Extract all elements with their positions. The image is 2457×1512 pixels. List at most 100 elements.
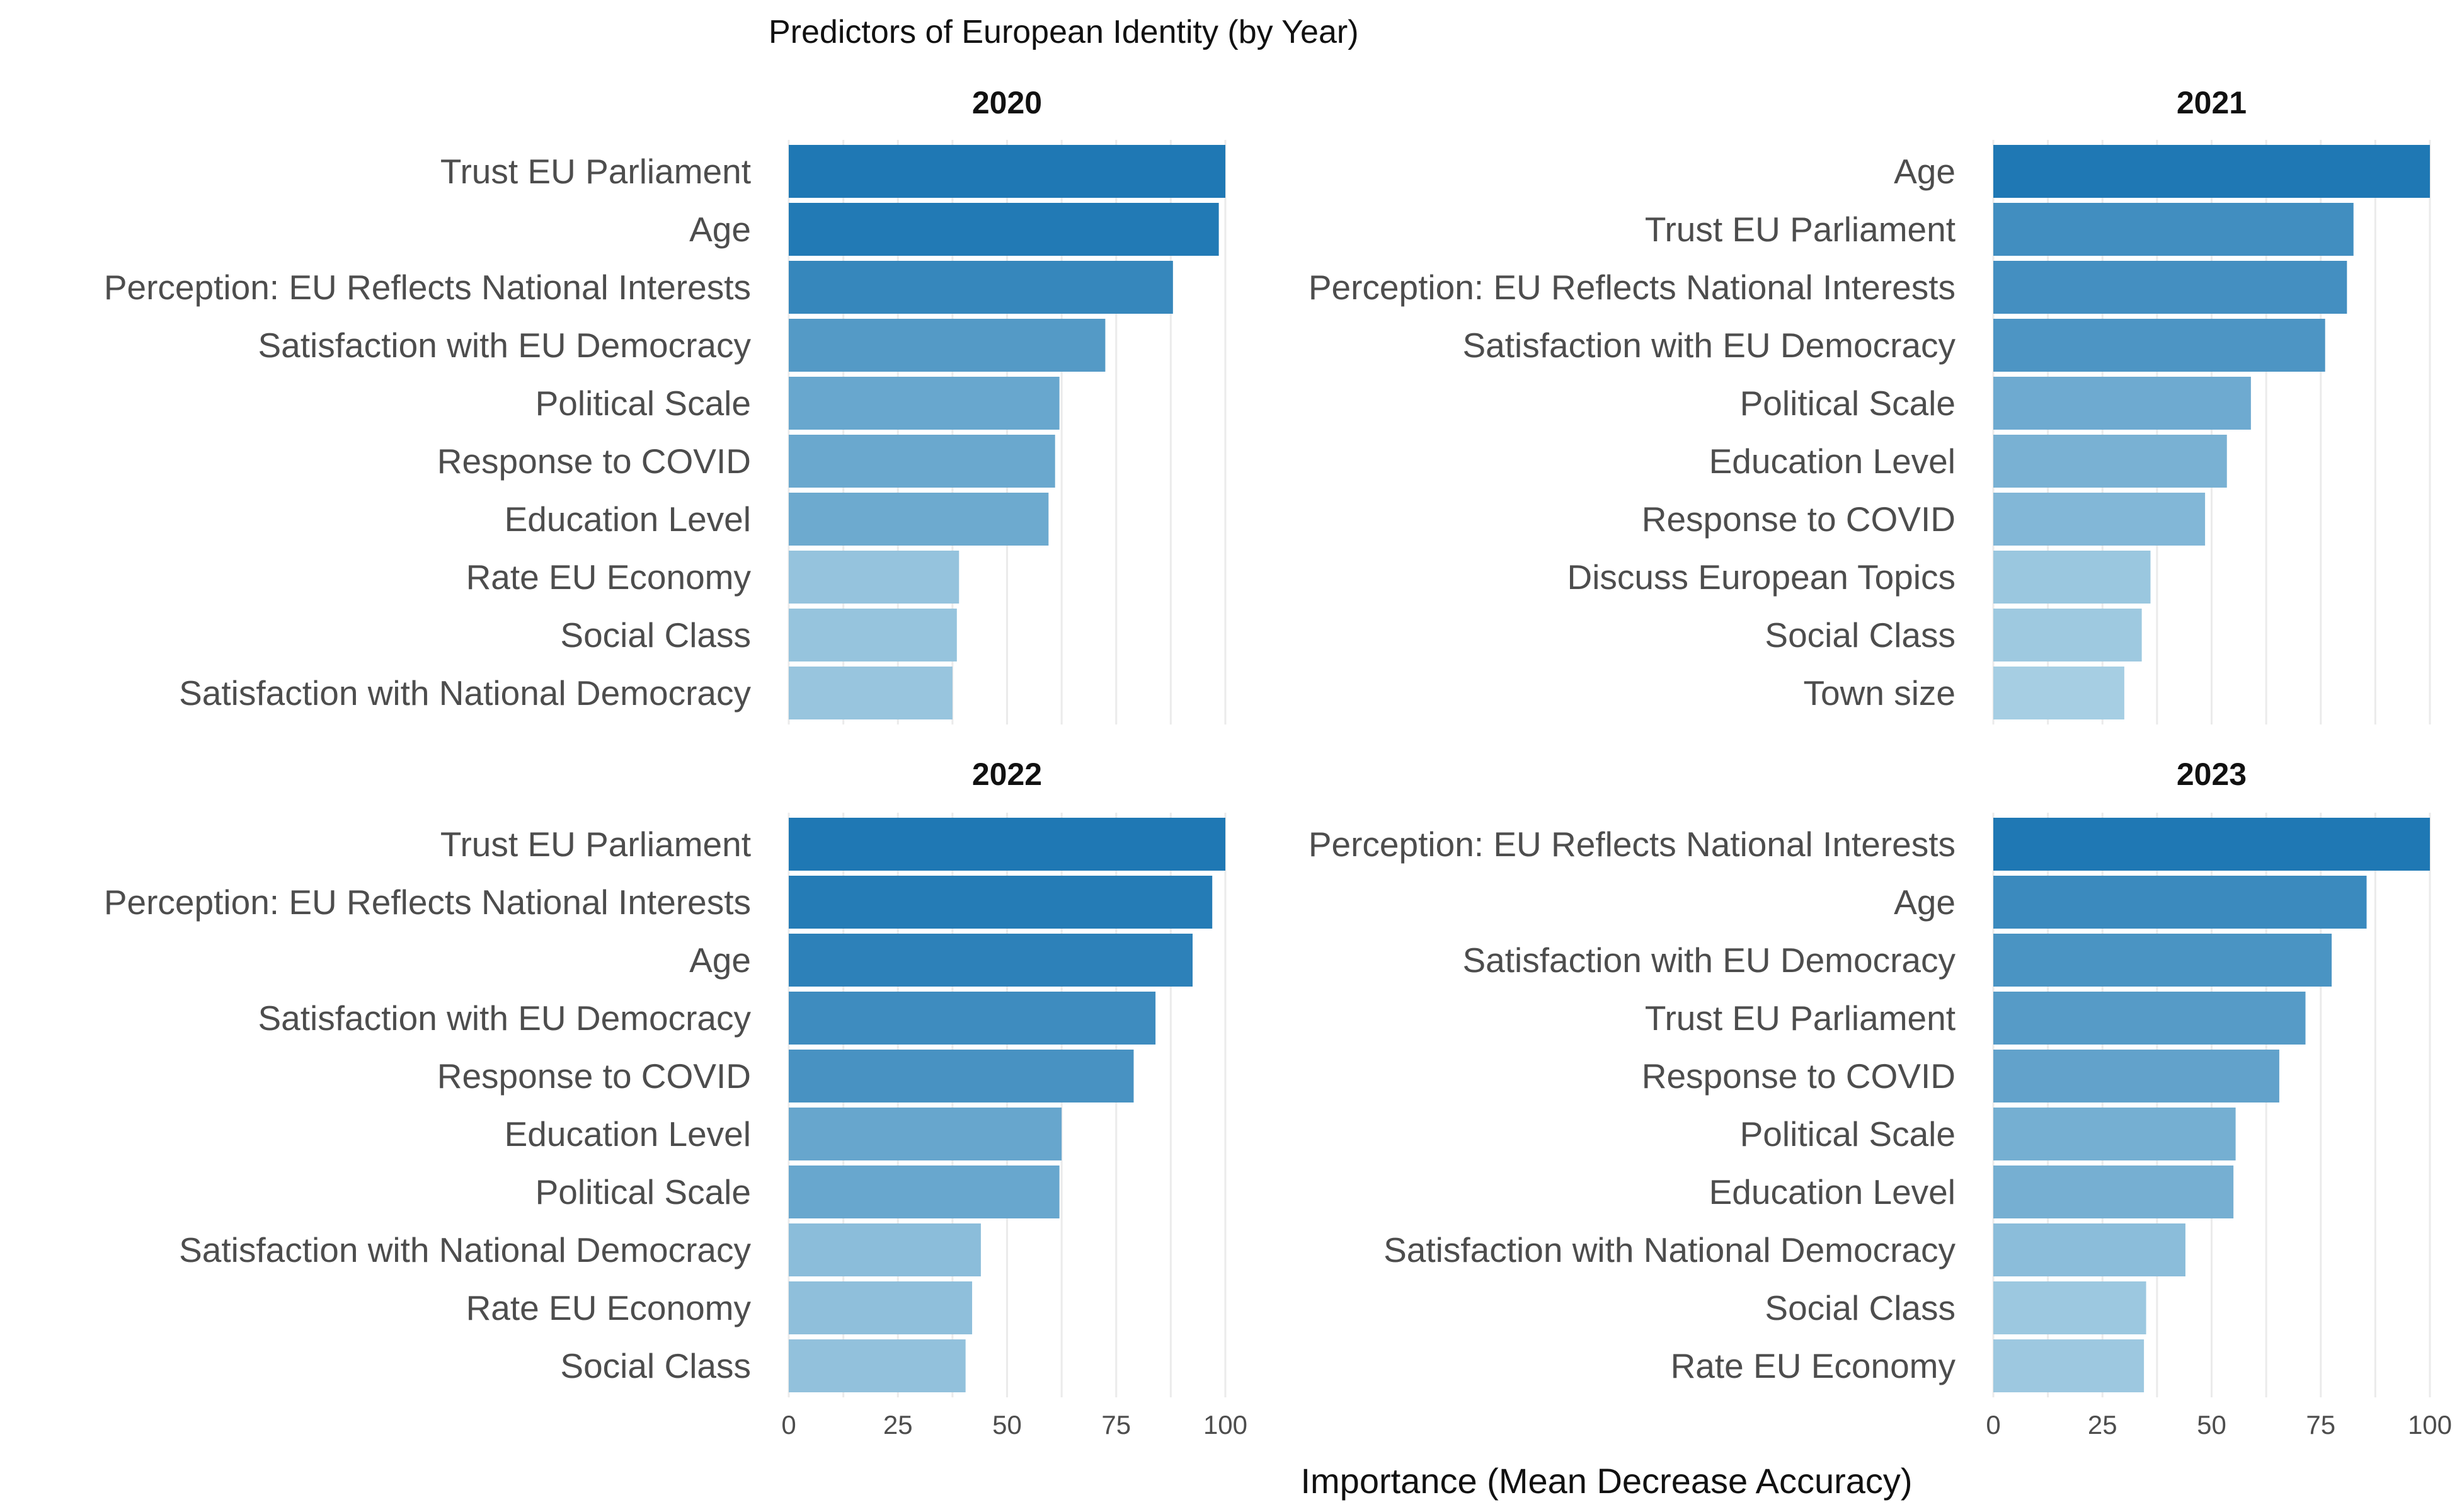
- bar-2023-social-class: [1993, 1281, 2146, 1334]
- bar-2022-political-scale: [789, 1166, 1060, 1218]
- category-label: Age: [689, 210, 751, 249]
- category-label: Political Scale: [1740, 1114, 1956, 1154]
- bar-2020-political-scale: [789, 377, 1060, 430]
- x-axis-label: Importance (Mean Decrease Accuracy): [1300, 1461, 1912, 1501]
- bar-2021-discuss-european-topics: [1993, 551, 2151, 604]
- bar-2023-rate-eu-economy: [1993, 1339, 2145, 1392]
- category-label: Response to COVID: [437, 1057, 751, 1096]
- category-label: Education Level: [505, 500, 751, 539]
- category-label: Trust EU Parliament: [440, 152, 751, 191]
- bar-2020-trust-eu-parliament: [789, 145, 1225, 198]
- category-label: Education Level: [505, 1114, 751, 1154]
- category-label: Education Level: [1709, 1172, 1956, 1211]
- category-label: Perception: EU Reflects National Interes…: [104, 883, 751, 922]
- bar-2022-satisfaction-with-national-democracy: [789, 1223, 981, 1276]
- category-label: Trust EU Parliament: [440, 825, 751, 864]
- x-tick-label: 100: [1203, 1410, 1247, 1440]
- bar-2021-political-scale: [1993, 377, 2251, 430]
- facet-title-2022: 2022: [972, 757, 1042, 792]
- panel-2020: 2020 Trust EU Parliament Age Perception: EU…: [104, 85, 1227, 724]
- bar-2021-social-class: [1993, 609, 2142, 662]
- category-label: Town size: [1804, 673, 1956, 713]
- bar-2020-education-level: [789, 493, 1049, 546]
- category-label: Education Level: [1709, 442, 1956, 481]
- category-label: Rate EU Economy: [466, 558, 752, 597]
- bar-2020-satisfaction-with-eu-democracy: [789, 319, 1106, 372]
- bar-2022-response-to-covid: [789, 1050, 1134, 1102]
- bar-2023-satisfaction-with-eu-democracy: [1993, 934, 2332, 987]
- category-label: Perception: EU Reflects National Interes…: [1309, 825, 1956, 864]
- panel-2023: 2023 Perception: EU Reflects National Int…: [1309, 757, 2452, 1440]
- x-tick-label: 25: [883, 1410, 913, 1440]
- x-tick-label: 75: [2306, 1410, 2335, 1440]
- category-label: Response to COVID: [1642, 500, 1956, 539]
- category-label: Political Scale: [536, 384, 751, 423]
- bar-2020-social-class: [789, 609, 957, 662]
- bar-2022-trust-eu-parliament: [789, 818, 1225, 871]
- bar-2020-response-to-covid: [789, 435, 1055, 488]
- bar-2023-perception-eu-reflects-national-interests: [1993, 818, 2430, 871]
- bar-2023-political-scale: [1993, 1108, 2236, 1160]
- category-label: Age: [1894, 152, 1956, 191]
- category-label: Social Class: [560, 616, 751, 655]
- bar-2020-satisfaction-with-national-democracy: [789, 667, 953, 719]
- bar-2022-perception-eu-reflects-national-interests: [789, 876, 1213, 929]
- category-label: Age: [689, 941, 751, 980]
- category-label: Satisfaction with EU Democracy: [258, 326, 752, 365]
- x-tick-label: 50: [992, 1410, 1022, 1440]
- category-label: Political Scale: [536, 1172, 751, 1211]
- bar-2023-response-to-covid: [1993, 1050, 2279, 1102]
- category-label: Rate EU Economy: [466, 1288, 752, 1327]
- bar-2023-trust-eu-parliament: [1993, 992, 2306, 1045]
- category-label: Discuss European Topics: [1567, 558, 1956, 597]
- chart-title: Predictors of European Identity (by Year…: [769, 14, 1359, 50]
- category-label: Social Class: [1765, 616, 1956, 655]
- category-label: Satisfaction with National Democracy: [1383, 1230, 1956, 1269]
- x-tick-label: 75: [1101, 1410, 1131, 1440]
- category-label: Trust EU Parliament: [1645, 210, 1956, 249]
- x-tick-label: 100: [2408, 1410, 2452, 1440]
- bar-2022-age: [789, 934, 1193, 987]
- bar-2021-age: [1993, 145, 2430, 198]
- category-label: Trust EU Parliament: [1645, 999, 1956, 1038]
- x-tick-label: 0: [1986, 1410, 2000, 1440]
- bar-2021-education-level: [1993, 435, 2227, 488]
- bar-2021-response-to-covid: [1993, 493, 2206, 546]
- category-label: Perception: EU Reflects National Interes…: [1309, 268, 1956, 307]
- bar-2022-rate-eu-economy: [789, 1281, 973, 1334]
- x-tick-label: 50: [2197, 1410, 2226, 1440]
- category-label: Satisfaction with National Democracy: [179, 1230, 751, 1269]
- category-label: Rate EU Economy: [1671, 1346, 1956, 1385]
- category-label: Satisfaction with EU Democracy: [258, 999, 752, 1038]
- bar-2023-age: [1993, 876, 2367, 929]
- bar-2023-education-level: [1993, 1166, 2234, 1218]
- bar-2021-trust-eu-parliament: [1993, 203, 2354, 256]
- facet-title-2020: 2020: [972, 85, 1042, 120]
- bar-2023-satisfaction-with-national-democracy: [1993, 1223, 2185, 1276]
- category-label: Age: [1894, 883, 1956, 922]
- bar-2021-town-size: [1993, 667, 2124, 719]
- category-label: Satisfaction with National Democracy: [179, 673, 751, 713]
- category-label: Satisfaction with EU Democracy: [1463, 326, 1956, 365]
- x-tick-label: 25: [2088, 1410, 2117, 1440]
- category-label: Social Class: [560, 1346, 751, 1385]
- bar-2020-age: [789, 203, 1219, 256]
- panel-2021: 2021 Age Trust EU Parliament Perception: EU…: [1309, 85, 2431, 724]
- x-tick-label: 0: [781, 1410, 796, 1440]
- category-label: Social Class: [1765, 1288, 1956, 1327]
- facet-title-2021: 2021: [2177, 85, 2247, 120]
- bar-2021-satisfaction-with-eu-democracy: [1993, 319, 2325, 372]
- bar-2020-perception-eu-reflects-national-interests: [789, 261, 1173, 314]
- bar-2022-satisfaction-with-eu-democracy: [789, 992, 1156, 1045]
- category-label: Political Scale: [1740, 384, 1956, 423]
- facet-title-2023: 2023: [2177, 757, 2247, 792]
- bar-2022-social-class: [789, 1339, 966, 1392]
- bar-2021-perception-eu-reflects-national-interests: [1993, 261, 2347, 314]
- bar-2022-education-level: [789, 1108, 1062, 1160]
- category-label: Response to COVID: [1642, 1057, 1956, 1096]
- category-label: Satisfaction with EU Democracy: [1463, 941, 1956, 980]
- panel-2022: 2022 Trust EU Parliament Perception: EU Re…: [104, 757, 1247, 1440]
- category-label: Perception: EU Reflects National Interes…: [104, 268, 751, 307]
- bar-2020-rate-eu-economy: [789, 551, 959, 604]
